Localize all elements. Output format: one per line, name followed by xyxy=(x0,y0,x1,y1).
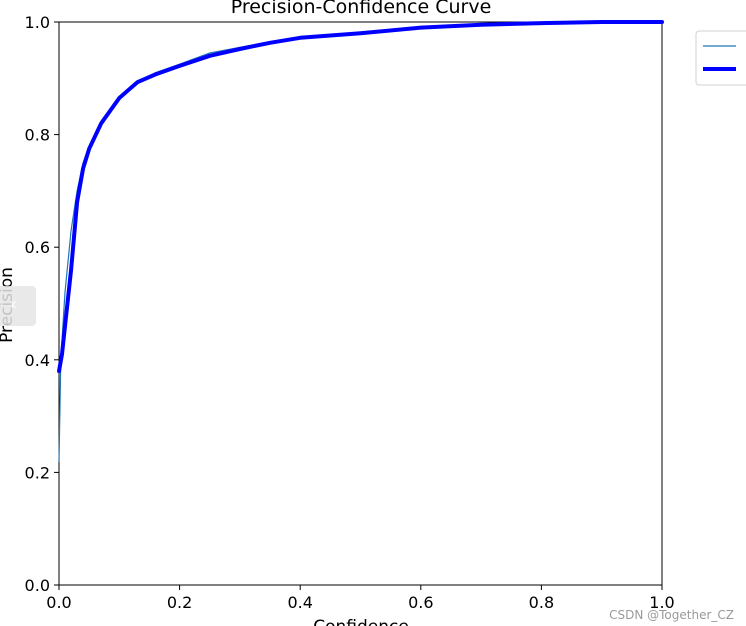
x-axis-ticks: 0.0 0.2 0.4 0.6 0.8 1.0 xyxy=(46,585,675,612)
chart-title: Precision-Confidence Curve xyxy=(231,0,492,18)
series-layer xyxy=(57,20,664,462)
x-tick-label: 0.6 xyxy=(408,593,433,612)
y-tick-label: 1.0 xyxy=(25,13,50,32)
chevron-left-icon: ‹ xyxy=(10,294,18,315)
y-tick-label: 0.8 xyxy=(25,126,50,145)
x-tick-label: 0.2 xyxy=(167,593,192,612)
x-axis-label: Confidence xyxy=(313,617,409,626)
x-tick-label: 1.0 xyxy=(649,593,674,612)
x-tick-label: 0.4 xyxy=(287,593,312,612)
series-line-1 xyxy=(58,21,663,462)
legend xyxy=(695,30,746,86)
y-axis-ticks: 0.0 0.2 0.4 0.6 0.8 1.0 xyxy=(25,13,59,595)
y-tick-label: 0.2 xyxy=(25,463,50,482)
watermark: CSDN @Together_CZ xyxy=(609,608,734,622)
series-line-2 xyxy=(57,20,664,374)
y-tick-label: 0.0 xyxy=(25,576,50,595)
x-tick-label: 0.8 xyxy=(529,593,554,612)
x-tick-label: 0.0 xyxy=(46,593,71,612)
y-tick-label: 0.6 xyxy=(25,238,50,257)
plot-area xyxy=(58,21,663,586)
plot-frame xyxy=(58,21,663,586)
legend-box xyxy=(695,30,746,86)
y-tick-label: 0.4 xyxy=(25,351,50,370)
collapse-tab[interactable]: ‹ xyxy=(0,286,36,326)
